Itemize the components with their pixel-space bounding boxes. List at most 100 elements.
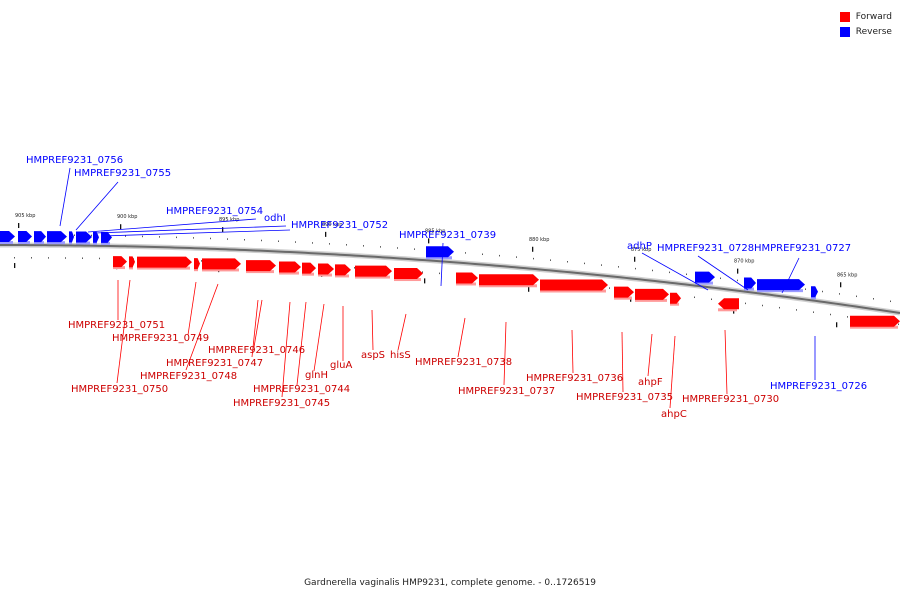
gene-arrow-shadow [18,241,30,245]
forward-gene-arrow [614,286,634,298]
gene-label: HMPREF9231_0738 [415,357,512,368]
tick-dot [142,235,143,238]
reverse-gene-arrow [811,286,818,298]
label-leader-line [87,218,257,233]
gene-label: HMPREF9231_0726 [770,381,867,392]
label-leader-line [457,317,466,358]
tick-dot [227,238,228,240]
gene-label: HMPREF9231_0749 [112,333,209,344]
gene-arrow-shadow [137,266,190,270]
forward-gene-arrow [670,292,681,304]
major-tick [634,256,636,262]
tick-dot [822,290,823,293]
tick-dot [414,248,415,250]
gene-arrow-shadow [426,256,452,260]
major-tick [18,223,20,229]
gene-arrow-shadow [614,296,632,300]
major-tick [840,282,842,288]
gene-arrow-shadow [302,272,314,276]
label-leader-line [371,309,374,351]
forward-gene-arrow [479,274,539,286]
major-tick [14,263,16,269]
forward-gene-arrow [718,298,739,310]
tick-dot [363,245,364,247]
tick-dot [805,288,806,290]
gene-arrow-shadow [194,268,198,272]
tick-dot [159,236,160,238]
label-leader-line [281,301,291,398]
label-leader-line [116,279,131,384]
gene-arrow-shadow [93,241,97,245]
tick-dot [847,316,848,318]
tick-dot [762,304,763,307]
gene-label: gluA [330,360,352,371]
reverse-gene-arrow [76,231,92,243]
tick-dot [745,302,746,305]
major-tick [737,268,739,274]
label-leader-line [59,167,71,227]
forward-gene-arrow [318,263,334,275]
tick-dot [635,267,636,270]
reverse-gene-arrow [93,231,99,243]
tick-dot [48,257,49,259]
label-leader-line [669,335,676,409]
reverse-gene-arrow [0,231,15,242]
tick-dot [890,300,891,303]
tick-dot [99,257,100,260]
gene-label: HMPREF9231_0736 [526,373,623,384]
gene-arrow-shadow [355,275,390,279]
gene-label: HMPREF9231_0755 [74,168,171,179]
tick-dot [652,269,653,272]
label-leader-line [781,257,800,294]
gene-arrow-shadow [0,241,13,244]
tick-dot [898,323,899,326]
tick-dot [176,236,177,239]
tick-label: 905 kbp [15,213,35,219]
tick-dot [499,254,500,257]
tick-label: 880 kbp [529,237,549,243]
tick-dot [465,252,466,254]
gene-label: HMPREF9231_0728 [657,243,754,254]
tick-dot [14,257,15,259]
forward-swatch [839,11,850,22]
tick-dot [31,257,32,259]
tick-dot [346,244,347,246]
major-tick [836,322,838,328]
tick-dot [261,239,262,242]
tick-dot [91,234,92,237]
label-leader-line [94,225,287,234]
gene-arrow-shadow [69,241,72,245]
tick-dot [312,242,313,244]
label-leader-line [724,329,728,395]
label-leader-line [440,242,444,287]
genome-caption: Gardnerella vaginalis HMP9231, complete … [304,578,596,588]
tick-dot [397,247,398,249]
forward-gene-arrow [194,258,200,270]
legend-reverse: Reverse [839,24,892,39]
gene-label: HMPREF9231_0754 [166,206,263,217]
forward-gene-arrow [394,268,423,280]
tick-dot [669,271,670,274]
gene-arrow-shadow [101,241,110,245]
major-tick [532,246,534,252]
label-leader-line [251,299,259,358]
tick-dot [609,287,610,289]
tick-dot [439,272,440,275]
tick-dot [482,253,483,256]
tick-dot [686,273,687,276]
forward-gene-arrow [113,256,127,268]
gene-arrow-shadow [113,266,125,270]
tick-label: 870 kbp [734,259,754,265]
major-tick [428,238,430,244]
tick-dot [873,298,874,300]
gene-label: HMPREF9231_0750 [71,384,168,395]
forward-gene-arrow [540,279,608,291]
gene-label: hisS [390,350,411,361]
forward-gene-arrow [246,260,276,272]
forward-gene-arrow [335,264,351,276]
tick-label: 895 kbp [219,217,239,223]
gene-label: HMPREF9231_0746 [208,345,305,356]
label-leader-line [697,255,749,291]
gene-label: HMPREF9231_0737 [458,386,555,397]
